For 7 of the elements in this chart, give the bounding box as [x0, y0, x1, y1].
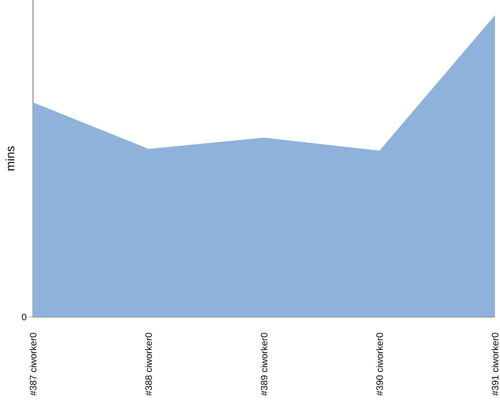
x-tick-label: #389 ciworker0 [260, 332, 268, 396]
x-tick-label: #388 ciworker0 [145, 332, 152, 396]
text: 0 [22, 314, 26, 320]
x-tick-label: #391 ciworker0 [492, 332, 498, 396]
x-tick-label: #387 ciworker0 [30, 332, 36, 396]
y-axis-title: mins [6, 146, 14, 170]
x-tick-label: #390 ciworker0 [376, 332, 383, 396]
